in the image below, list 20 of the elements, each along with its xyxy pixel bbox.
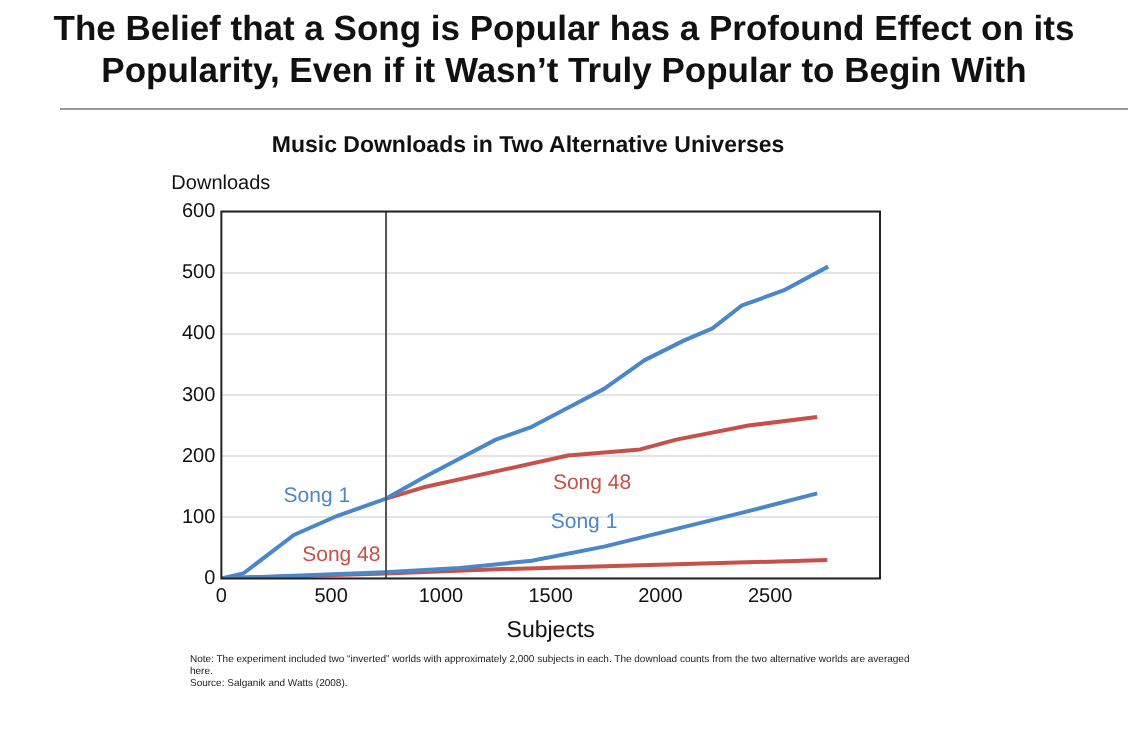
chart-title: The Belief that a Song is Popular has a Profound Effect on its Popularity, Even if it Wasn’t Truly Popular to Begin With <box>51 8 1077 92</box>
series-label: Song 1 <box>283 483 351 508</box>
y-axis-title: Downloads <box>171 173 271 196</box>
x-tick-label: 1000 <box>418 585 465 608</box>
y-tick-label: 300 <box>181 384 217 407</box>
series-label: Song 1 <box>550 510 618 535</box>
series-label: Song 48 <box>302 543 381 568</box>
x-axis-title: Subjects <box>506 618 596 643</box>
x-tick-label: 2000 <box>638 585 684 608</box>
x-tick-label: 1500 <box>528 585 574 608</box>
x-tick-label: 500 <box>314 585 349 608</box>
y-tick-label: 200 <box>181 445 217 468</box>
series-label: Song 48 <box>552 471 632 496</box>
y-tick-label: 600 <box>181 201 217 224</box>
chart-subtitle: Music Downloads in Two Alternative Universes <box>271 134 785 159</box>
y-tick-label: 400 <box>181 323 217 346</box>
y-tick-label: 100 <box>181 506 217 529</box>
y-tick-label: 0 <box>204 567 217 590</box>
y-tick-label: 500 <box>181 262 217 285</box>
x-tick-label: 2500 <box>747 585 794 608</box>
